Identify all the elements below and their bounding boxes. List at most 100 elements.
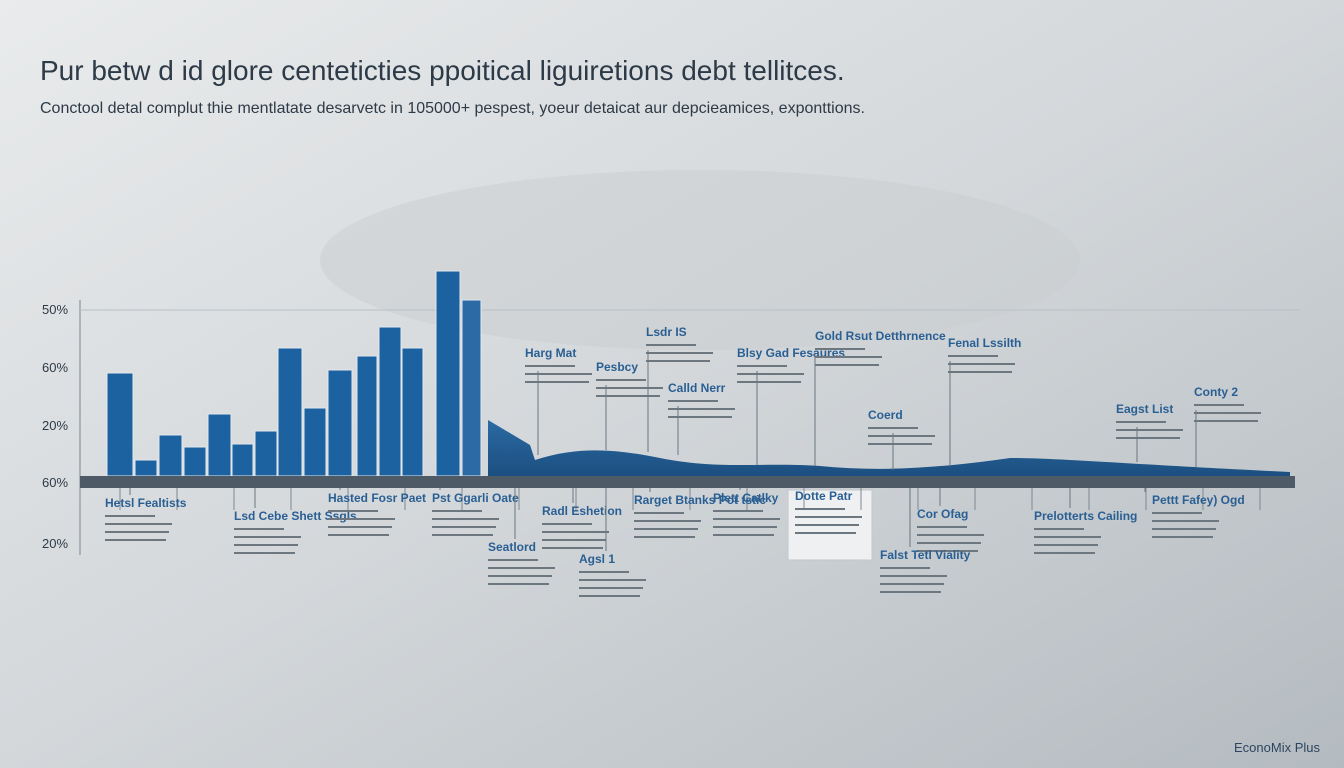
- text-placeholder: [1116, 421, 1166, 423]
- bar: [356, 355, 378, 477]
- text-placeholder: [542, 539, 606, 541]
- text-placeholder: [579, 579, 646, 581]
- text-placeholder: [432, 518, 499, 520]
- text-placeholder: [737, 365, 787, 367]
- annotation-title: Plett Catlky: [713, 491, 779, 505]
- text-placeholder: [948, 363, 1015, 365]
- text-placeholder: [1194, 404, 1244, 406]
- bar: [231, 443, 254, 477]
- text-placeholder: [1034, 536, 1101, 538]
- text-placeholder: [105, 515, 155, 517]
- world-map-shadow: [320, 170, 1080, 350]
- text-placeholder: [917, 550, 978, 552]
- annotation-title: Agsl 1: [579, 552, 615, 566]
- annotation-title: Lsdr IS: [646, 325, 687, 339]
- text-placeholder: [234, 536, 301, 538]
- annotation-title: Coerd: [868, 408, 903, 422]
- text-placeholder: [795, 516, 862, 518]
- text-placeholder: [105, 523, 172, 525]
- text-placeholder: [713, 510, 763, 512]
- annotation-title: Cor Ofag: [917, 507, 968, 521]
- text-placeholder: [1194, 420, 1258, 422]
- annotation-title: Fenal Lssilth: [948, 336, 1021, 350]
- text-placeholder: [579, 587, 643, 589]
- text-placeholder: [646, 352, 713, 354]
- annotation-title: Lsd Cebe Shett Ssgls: [234, 509, 357, 523]
- text-placeholder: [488, 559, 538, 561]
- text-placeholder: [579, 571, 629, 573]
- text-placeholder: [880, 567, 930, 569]
- bar: [277, 347, 303, 477]
- annotation-title: Falst Tetl Viality: [880, 548, 971, 562]
- bar: [106, 372, 134, 477]
- text-placeholder: [646, 344, 696, 346]
- bar: [461, 299, 482, 477]
- bar: [183, 446, 207, 477]
- subtitle: Conctool detal complut thie mentlatate d…: [40, 100, 865, 117]
- annotation-title: Rarget Btanks Pot tstic: [634, 493, 766, 507]
- bar: [158, 434, 183, 477]
- text-placeholder: [328, 534, 389, 536]
- bar: [134, 459, 158, 477]
- text-placeholder: [432, 534, 493, 536]
- annotation-title: Eagst List: [1116, 402, 1173, 416]
- text-placeholder: [917, 534, 984, 536]
- annotation-title: Harg Mat: [525, 346, 576, 360]
- text-placeholder: [596, 395, 660, 397]
- annotation-title: Pesbcy: [596, 360, 638, 374]
- bar: [254, 430, 278, 477]
- text-placeholder: [1034, 544, 1098, 546]
- annotation-title: Pettt Fafey) Ogd: [1152, 493, 1245, 507]
- annotation-title: Radl Eshetion: [542, 504, 622, 518]
- text-placeholder: [579, 595, 640, 597]
- text-placeholder: [234, 528, 284, 530]
- text-placeholder: [815, 356, 882, 358]
- text-placeholder: [596, 379, 646, 381]
- text-placeholder: [880, 575, 947, 577]
- annotation-title: Hasted Fosr Paet: [328, 491, 426, 505]
- text-placeholder: [646, 360, 710, 362]
- bar: [401, 347, 424, 477]
- text-placeholder: [234, 544, 298, 546]
- axis-label: 20%: [42, 418, 68, 433]
- text-placeholder: [713, 518, 780, 520]
- axis-label: 60%: [42, 475, 68, 490]
- text-placeholder: [795, 532, 856, 534]
- text-placeholder: [105, 539, 166, 541]
- text-placeholder: [1152, 512, 1202, 514]
- annotation-title: Calld Nerr: [668, 381, 726, 395]
- text-placeholder: [868, 435, 935, 437]
- text-placeholder: [634, 520, 701, 522]
- text-placeholder: [328, 518, 395, 520]
- text-placeholder: [1152, 520, 1219, 522]
- text-placeholder: [488, 575, 552, 577]
- text-placeholder: [713, 526, 777, 528]
- text-placeholder: [488, 583, 549, 585]
- text-placeholder: [1034, 552, 1095, 554]
- text-placeholder: [525, 381, 589, 383]
- text-placeholder: [634, 528, 698, 530]
- bar: [327, 369, 353, 477]
- axis-label: 50%: [42, 302, 68, 317]
- text-placeholder: [868, 443, 932, 445]
- text-placeholder: [525, 373, 592, 375]
- text-placeholder: [1194, 412, 1261, 414]
- text-placeholder: [105, 531, 169, 533]
- text-placeholder: [815, 348, 865, 350]
- annotation-title: Gold Rsut Detthrnence: [815, 329, 946, 343]
- text-placeholder: [795, 508, 845, 510]
- text-placeholder: [917, 526, 967, 528]
- text-placeholder: [737, 373, 804, 375]
- text-placeholder: [737, 381, 801, 383]
- text-placeholder: [868, 427, 918, 429]
- text-placeholder: [328, 526, 392, 528]
- text-placeholder: [1034, 528, 1084, 530]
- annotation-title: Pst Ggarli Oate: [432, 491, 519, 505]
- text-placeholder: [542, 523, 592, 525]
- text-placeholder: [668, 400, 718, 402]
- text-placeholder: [1152, 528, 1216, 530]
- text-placeholder: [815, 364, 879, 366]
- annotation-title: Prelotterts Cailing: [1034, 509, 1137, 523]
- axis-label: 20%: [42, 536, 68, 551]
